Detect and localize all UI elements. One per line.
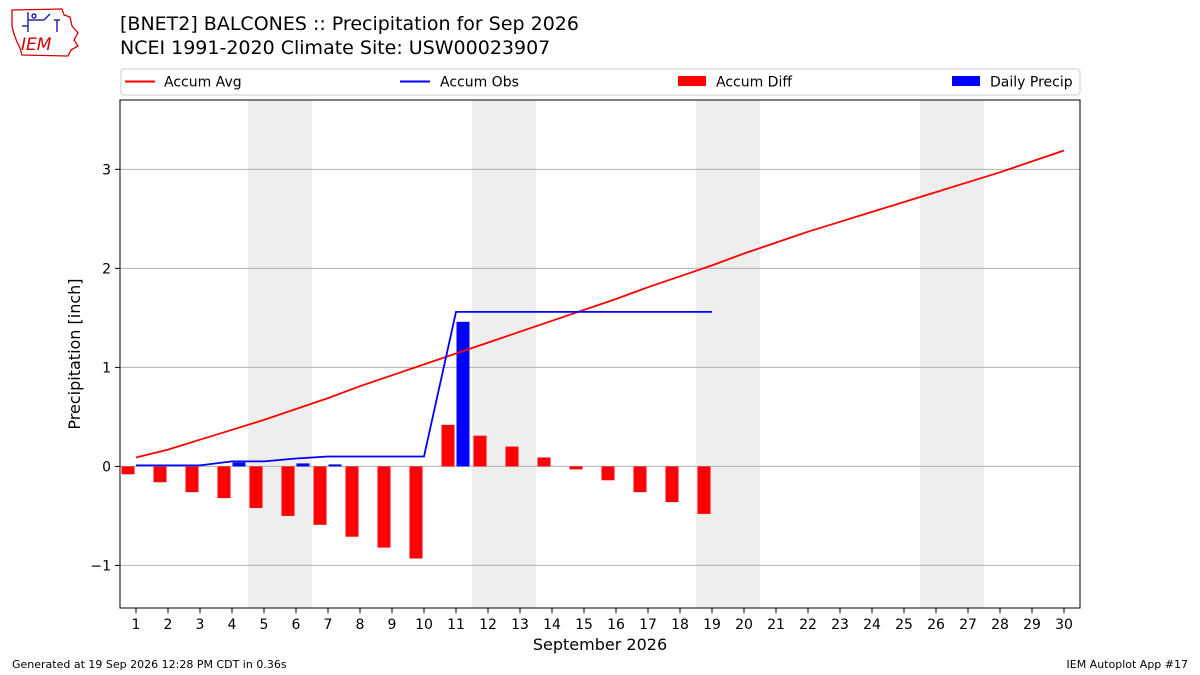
- accum-diff-bar: [601, 466, 615, 481]
- daily-precip-bar: [296, 463, 310, 467]
- accum-diff-bar: [281, 466, 295, 516]
- x-tick-label: 4: [228, 617, 237, 633]
- x-tick-label: 2: [164, 617, 173, 633]
- x-tick-label: 16: [607, 617, 625, 633]
- x-tick-label: 18: [671, 617, 689, 633]
- accum-avg-line: [135, 149, 1065, 459]
- daily-precip-bar: [456, 321, 470, 467]
- chart-title: [BNET2] BALCONES :: Precipitation for Se…: [120, 13, 579, 35]
- accum-diff-bar: [153, 466, 167, 483]
- x-tick-label: 30: [1055, 617, 1073, 633]
- x-tick-label: 29: [1023, 617, 1041, 633]
- y-tick-label: 2: [102, 261, 111, 277]
- x-tick-label: 24: [863, 617, 881, 633]
- x-tick-label: 8: [356, 617, 365, 633]
- y-tick-label: −1: [90, 558, 111, 574]
- chart-subtitle: NCEI 1991-2020 Climate Site: USW00023907: [120, 37, 551, 59]
- accum-diff-bar: [409, 466, 423, 559]
- x-tick-label: 15: [575, 617, 593, 633]
- x-tick-label: 14: [543, 617, 561, 633]
- footer-app: IEM Autoplot App #17: [1066, 658, 1189, 671]
- legend-label-accum-avg: Accum Avg: [164, 75, 242, 91]
- accum-diff-bar: [345, 466, 359, 537]
- x-tick-label: 28: [991, 617, 1009, 633]
- y-tick-label: 3: [102, 162, 111, 178]
- y-tick-label: 0: [102, 459, 111, 475]
- legend-label-daily-precip: Daily Precip: [990, 75, 1073, 91]
- daily-precip-bars: [232, 321, 470, 467]
- accum-diff-bar: [473, 435, 487, 467]
- y-tick-label: 1: [102, 360, 111, 376]
- footer-generated: Generated at 19 Sep 2026 12:28 PM CDT in…: [12, 658, 287, 671]
- x-tick-label: 22: [799, 617, 817, 633]
- accum-diff-bar: [569, 466, 583, 470]
- accum-diff-bar: [665, 466, 679, 503]
- daily-precip-bar: [232, 462, 246, 467]
- y-axis: −1 0 1 2 3: [90, 162, 120, 574]
- x-tick-label: 21: [767, 617, 785, 633]
- weekend-band: [920, 100, 984, 608]
- accum-avg-line-group: [135, 149, 1065, 459]
- x-tick-label: 25: [895, 617, 913, 633]
- x-tick-label: 7: [324, 617, 333, 633]
- weekend-band: [248, 100, 312, 608]
- iem-logo: IEM: [11, 8, 79, 57]
- legend-label-accum-diff: Accum Diff: [716, 75, 792, 91]
- x-tick-label: 10: [415, 617, 433, 633]
- accum-diff-bar: [121, 466, 135, 475]
- accum-diff-bar: [633, 466, 647, 493]
- legend: Accum Avg Accum Obs Accum Diff Daily Pre…: [120, 68, 1081, 96]
- accum-diff-bar: [313, 466, 327, 525]
- x-tick-label: 19: [703, 617, 721, 633]
- x-tick-label: 27: [959, 617, 977, 633]
- accum-diff-bar: [441, 424, 455, 467]
- x-tick-label: 5: [260, 617, 269, 633]
- accum-diff-bar: [249, 466, 263, 508]
- x-tick-label: 11: [447, 617, 465, 633]
- accum-obs-line: [136, 310, 712, 467]
- x-tick-label: 6: [292, 617, 301, 633]
- x-tick-label: 23: [831, 617, 849, 633]
- iem-logo-text: IEM: [21, 35, 52, 55]
- weekend-bands: [248, 100, 984, 608]
- x-tick-label: 13: [511, 617, 529, 633]
- x-tick-label: 17: [639, 617, 657, 633]
- accum-diff-bar: [377, 466, 391, 548]
- x-tick-label: 9: [388, 617, 397, 633]
- x-axis: 1 2 3 4 5 6 7 8 9 10 11 12 13 14 15 16 17 18 19 20 21 22 23 24 2…: [132, 608, 1073, 633]
- accum-diff-bar: [697, 466, 711, 514]
- legend-label-accum-obs: Accum Obs: [440, 75, 519, 91]
- grid-lines: [120, 168, 1080, 566]
- legend-frame: [120, 68, 1081, 96]
- accum-diff-bars: [121, 424, 711, 559]
- weekend-band: [472, 100, 536, 608]
- x-axis-label: September 2026: [533, 635, 667, 654]
- y-axis-label: Precipitation [inch]: [65, 278, 84, 429]
- legend-swatch-accum-diff: [678, 76, 706, 86]
- x-tick-label: 20: [735, 617, 753, 633]
- plot-frame: [119, 99, 1081, 609]
- legend-swatch-daily-precip: [952, 76, 980, 86]
- accum-obs-line-group: [136, 310, 712, 467]
- weekend-band: [696, 100, 760, 608]
- accum-diff-bar: [537, 457, 551, 467]
- x-tick-label: 26: [927, 617, 945, 633]
- x-tick-label: 1: [132, 617, 141, 633]
- x-tick-label: 12: [479, 617, 497, 633]
- accum-diff-bar: [505, 446, 519, 467]
- accum-diff-bar: [217, 466, 231, 499]
- daily-precip-bar: [328, 464, 342, 467]
- x-tick-label: 3: [196, 617, 205, 633]
- accum-diff-bar: [185, 466, 199, 493]
